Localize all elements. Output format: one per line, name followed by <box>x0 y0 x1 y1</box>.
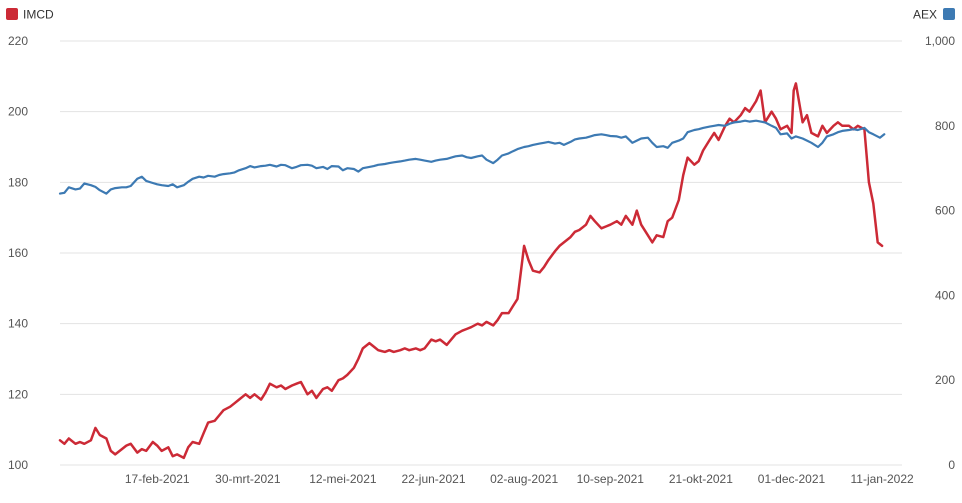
x-tick-label: 17-feb-2021 <box>125 472 190 486</box>
x-tick-label: 22-jun-2021 <box>401 472 465 486</box>
left-y-tick-label: 160 <box>8 246 28 260</box>
x-tick-label: 10-sep-2021 <box>577 472 645 486</box>
x-tick-label: 01-dec-2021 <box>758 472 826 486</box>
left-y-tick-label: 140 <box>8 317 28 331</box>
x-tick-label: 02-aug-2021 <box>490 472 558 486</box>
grid-layer <box>60 40 902 466</box>
series-layer <box>58 82 886 460</box>
right-y-tick-label: 200 <box>935 373 955 387</box>
left-y-tick-label: 180 <box>8 175 28 189</box>
legend-label-aex: AEX <box>913 8 937 22</box>
legend-swatch-aex <box>943 8 955 20</box>
legend-label-imcd: IMCD <box>23 8 54 22</box>
left-y-axis: 100 120 140 160 180 200 220 <box>8 34 28 472</box>
x-tick-label: 12-mei-2021 <box>309 472 377 486</box>
x-tick-label: 30-mrt-2021 <box>215 472 281 486</box>
legend-imcd[interactable]: IMCD <box>6 8 54 22</box>
left-y-tick-label: 220 <box>8 34 28 48</box>
series-line-aex <box>58 119 886 195</box>
right-y-tick-label: 800 <box>935 119 955 133</box>
left-y-tick-label: 200 <box>8 105 28 119</box>
right-y-tick-label: 0 <box>948 458 955 472</box>
right-y-tick-label: 600 <box>935 204 955 218</box>
series-line-imcd <box>58 82 884 460</box>
right-y-axis: 0 200 400 600 800 1,000 <box>925 34 955 472</box>
right-y-tick-label: 1,000 <box>925 34 955 48</box>
legend-aex[interactable]: AEX <box>913 8 955 22</box>
legend-swatch-imcd <box>6 8 18 20</box>
left-y-tick-label: 100 <box>8 458 28 472</box>
x-tick-label: 21-okt-2021 <box>669 472 733 486</box>
right-y-tick-label: 400 <box>935 288 955 302</box>
x-axis: 17-feb-2021 30-mrt-2021 12-mei-2021 22-jun-… <box>125 472 914 486</box>
x-tick-label: 11-jan-2022 <box>851 472 914 486</box>
left-y-tick-label: 120 <box>8 387 28 401</box>
